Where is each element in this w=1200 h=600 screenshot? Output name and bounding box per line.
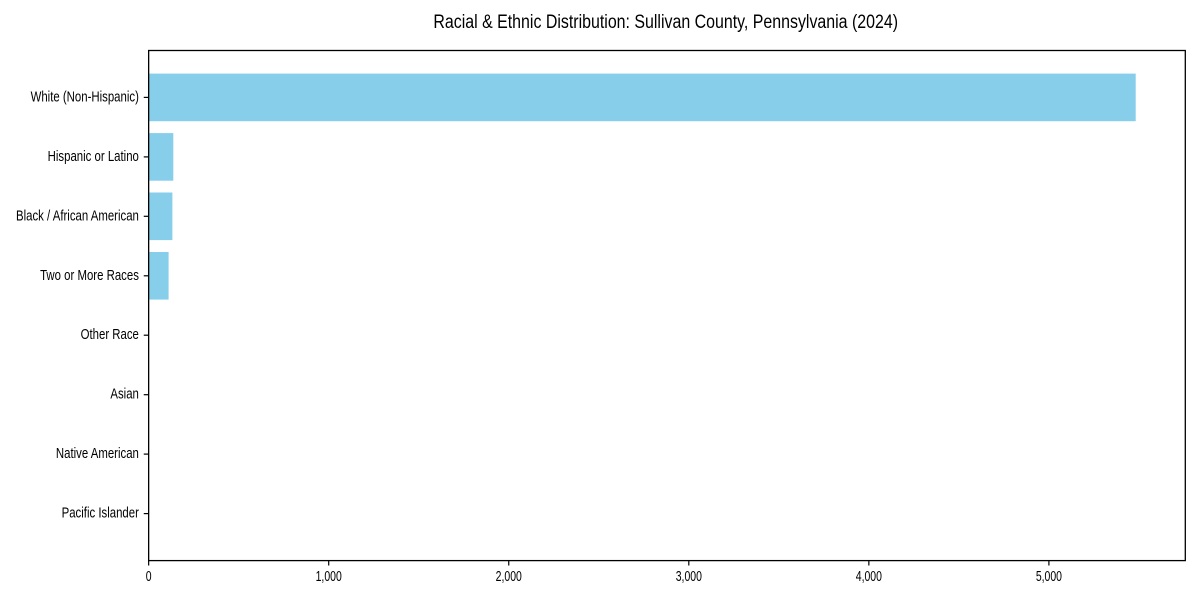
svg-text:Racial & Ethnic Distribution:: Racial & Ethnic Distribution: Sullivan C… (433, 11, 898, 33)
svg-text:5,000: 5,000 (1036, 569, 1062, 585)
svg-text:White (Non-Hispanic): White (Non-Hispanic) (31, 88, 139, 105)
svg-text:4,000: 4,000 (856, 569, 882, 585)
svg-text:2,000: 2,000 (496, 569, 522, 585)
svg-text:0: 0 (146, 569, 152, 585)
svg-text:Native American: Native American (56, 445, 139, 462)
svg-text:1,000: 1,000 (316, 569, 342, 585)
svg-text:Hispanic or Latino: Hispanic or Latino (48, 148, 139, 165)
svg-text:Asian: Asian (110, 385, 139, 402)
svg-text:Pacific Islander: Pacific Islander (62, 504, 140, 521)
svg-text:Black / African American: Black / African American (16, 207, 139, 224)
svg-text:Other Race: Other Race (81, 326, 139, 343)
svg-text:3,000: 3,000 (676, 569, 702, 585)
svg-text:Two or More Races: Two or More Races (40, 266, 139, 283)
